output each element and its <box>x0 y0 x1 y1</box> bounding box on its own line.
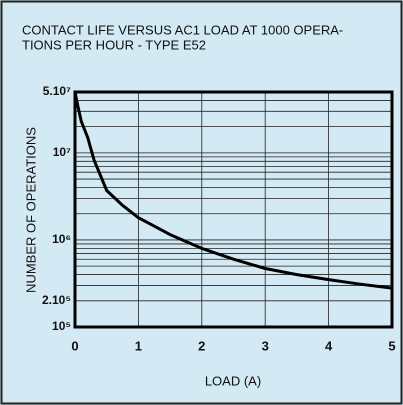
chart-title: CONTACT LIFE VERSUS AC1 LOAD AT 1000 OPE… <box>22 22 343 37</box>
y-tick-label: 2.10⁵ <box>42 293 71 307</box>
y-tick-label: 10⁷ <box>53 145 71 159</box>
y-tick-label: 10⁵ <box>52 319 71 333</box>
data-line <box>73 91 393 290</box>
y-tick-label: 10⁶ <box>52 232 71 246</box>
y-tick-label: 5.10⁷ <box>43 84 71 98</box>
plot-border <box>73 90 394 329</box>
x-axis-label: LOAD (A) <box>205 373 261 388</box>
y-axis-label: NUMBER OF OPERATIONS <box>23 127 38 293</box>
x-tick-label: 4 <box>325 338 333 353</box>
x-tick-label: 0 <box>71 338 78 353</box>
x-tick-label: 3 <box>262 338 269 353</box>
x-tick-label: 2 <box>198 338 205 353</box>
chart-title: TIONS PER HOUR - TYPE E52 <box>22 37 206 52</box>
x-tick-label: 5 <box>388 338 395 353</box>
x-tick-label: 1 <box>135 338 142 353</box>
